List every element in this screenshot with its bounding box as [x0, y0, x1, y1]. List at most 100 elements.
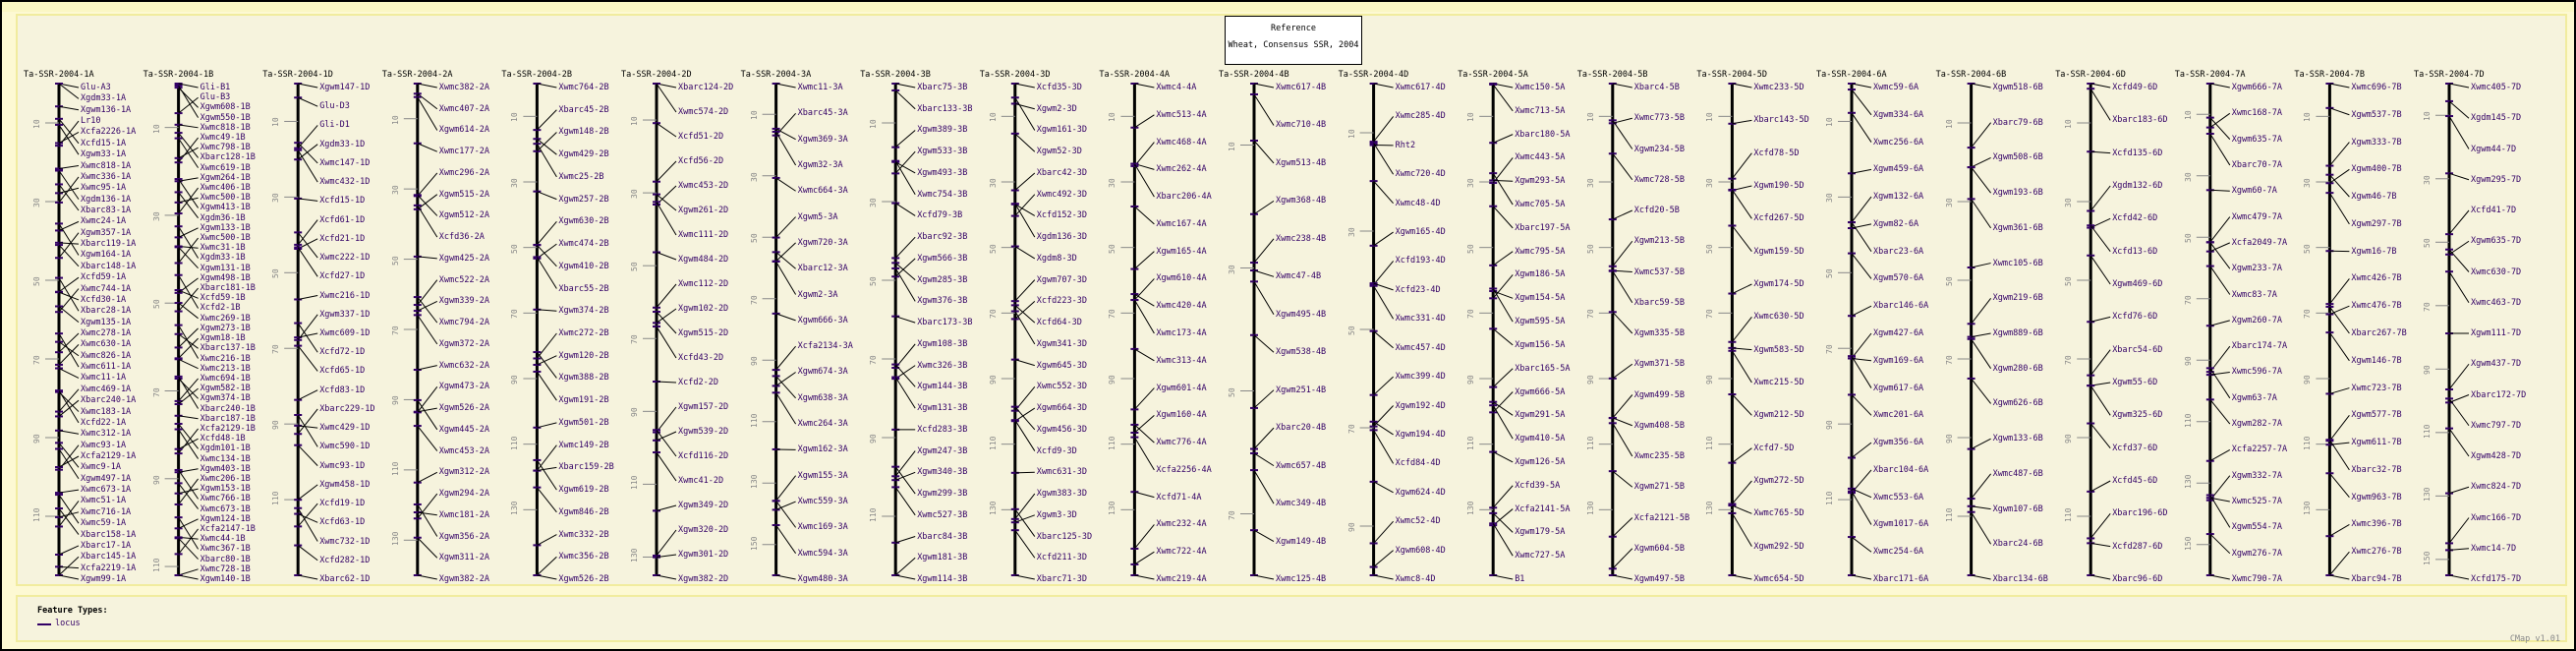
locus-label[interactable]: Xgwm213-5B [1633, 236, 1685, 247]
locus-label[interactable]: Xgwm382-2D [678, 574, 729, 584]
locus-label[interactable]: Xwmc426-7B [2351, 273, 2402, 284]
locus-label[interactable]: Rht2 [1395, 140, 1416, 150]
locus-label[interactable]: Xwmc44-1B [200, 534, 246, 545]
locus-label[interactable]: Xgwm403-1B [200, 463, 251, 474]
locus-label[interactable]: Xgwm16-7B [2351, 246, 2397, 257]
locus-label[interactable]: Xcfa2134-3A [797, 341, 853, 352]
locus-label[interactable]: B1 [1515, 574, 1525, 584]
locus-label[interactable]: Xcfd15-1A [81, 138, 127, 148]
locus-label[interactable]: Xbarc134-6B [1992, 574, 2048, 584]
locus-label[interactable]: Xwmc14-7D [2471, 543, 2517, 554]
locus-label[interactable]: Xgwm193-6B [1992, 188, 2043, 199]
locus-label[interactable]: Xbarc17-1A [81, 540, 132, 551]
locus-label[interactable]: Xwmc500-1B [200, 193, 251, 204]
locus-label[interactable]: Gli-D1 [319, 120, 350, 131]
locus-label[interactable]: Xwmc111-2D [678, 230, 729, 240]
locus-label[interactable]: Xwmc9-1A [81, 462, 121, 473]
locus-label[interactable]: Xgwm469-6D [2112, 279, 2163, 289]
locus-label[interactable]: Xgwm445-2A [438, 424, 489, 435]
locus-label[interactable]: Xwmc513-4A [1156, 109, 1207, 120]
locus-label[interactable]: Xgwm131-3B [917, 403, 968, 414]
locus-label[interactable]: Xwmc405-7D [2471, 83, 2522, 92]
locus-label[interactable]: Xbarc54-6D [2112, 344, 2163, 355]
locus-label[interactable]: Xwmc617-4D [1395, 83, 1446, 92]
locus-label[interactable]: Xgwm264-1B [200, 172, 251, 183]
locus-label[interactable]: Xgwm108-3B [917, 338, 968, 349]
locus-label[interactable]: Xgwm162-3A [797, 444, 848, 455]
locus-label[interactable]: Xwmc312-1A [81, 429, 132, 440]
locus-label[interactable]: Xbarc119-1A [81, 239, 137, 250]
locus-label[interactable]: Xbarc240-1B [200, 403, 256, 414]
locus-label[interactable]: Xbarc59-5B [1633, 297, 1685, 308]
locus-label[interactable]: Xcfa2256-4A [1156, 464, 1212, 475]
locus-label[interactable]: Xgwm44-7D [2471, 144, 2517, 154]
map-title[interactable]: Ta-SSR-2004-6B [1935, 70, 2007, 80]
locus-label[interactable]: Xwmc48-4D [1395, 198, 1441, 208]
locus-label[interactable]: Xbarc146-6A [1873, 301, 1929, 312]
locus-label[interactable]: Xwmc183-1A [81, 406, 132, 417]
locus-label[interactable]: Xwmc487-6B [1992, 468, 2043, 479]
locus-label[interactable]: Xbarc32-7B [2351, 464, 2402, 475]
locus-label[interactable]: Xgwm294-2A [438, 489, 489, 500]
locus-label[interactable]: Xgwm32-3A [797, 159, 843, 170]
locus-label[interactable]: Xwmc632-2A [438, 360, 489, 371]
locus-label[interactable]: Xgwm114-3B [917, 574, 968, 584]
locus-label[interactable]: Xwmc824-7D [2471, 482, 2522, 493]
locus-label[interactable]: Xbarc180-5A [1515, 129, 1571, 140]
locus-label[interactable]: Xgwm515-2D [678, 328, 729, 338]
locus-label[interactable]: Xcfd59-1A [81, 272, 127, 283]
locus-label[interactable]: Xbarc70-7A [2231, 159, 2282, 170]
locus-label[interactable]: Xgwm374-1B [200, 393, 251, 404]
locus-label[interactable]: Xgwm219-6B [1992, 293, 2043, 304]
locus-label[interactable]: Xwmc527-3B [917, 509, 968, 520]
locus-label[interactable]: Xwmc367-1B [200, 544, 251, 555]
locus-label[interactable]: Xwmc776-4A [1156, 438, 1207, 448]
locus-label[interactable]: Xgwm526-2B [558, 574, 609, 584]
locus-label[interactable]: Xgwm33-1A [81, 149, 127, 160]
locus-label[interactable]: Xgwm174-5D [1753, 279, 1804, 289]
locus-label[interactable]: Xcfd9-3D [1036, 445, 1077, 456]
locus-label[interactable]: Xwmc795-5A [1515, 246, 1566, 257]
locus-label[interactable]: Xgwm133-1B [200, 222, 251, 233]
locus-label[interactable]: Xbarc187-1B [200, 413, 256, 424]
locus-label[interactable]: Xbarc80-1B [200, 554, 251, 564]
locus-label[interactable]: Xgwm135-1A [81, 317, 132, 327]
locus-label[interactable]: Xwmc238-4B [1276, 233, 1327, 244]
locus-label[interactable]: Xbarc145-1A [81, 552, 137, 562]
locus-label[interactable]: Xwmc254-6A [1873, 547, 1924, 558]
locus-label[interactable]: Xbarc267-7B [2351, 328, 2407, 338]
locus-label[interactable]: Xwmc794-2A [438, 318, 489, 328]
locus-label[interactable]: Xwmc167-4A [1156, 218, 1207, 229]
locus-label[interactable]: Xwmc272-2B [558, 328, 609, 338]
locus-label[interactable]: Xwmc25-2B [558, 171, 604, 182]
locus-label[interactable]: Xgwm513-4B [1276, 157, 1327, 168]
locus-label[interactable]: Xgwm674-3A [797, 367, 848, 378]
locus-label[interactable]: Xwmc169-3A [797, 522, 848, 533]
locus-label[interactable]: Xgwm156-5A [1515, 339, 1566, 350]
locus-label[interactable]: Xbarc79-6B [1992, 117, 2043, 128]
locus-label[interactable]: Xgwm102-2D [678, 304, 729, 314]
locus-label[interactable]: Xwmc215-5D [1753, 378, 1804, 387]
locus-label[interactable]: Xcfd63-1D [319, 517, 366, 528]
locus-label[interactable]: Xwmc181-2A [438, 509, 489, 520]
locus-label[interactable]: Xcfd41-7D [2471, 206, 2517, 215]
locus-label[interactable]: Xwmc673-1B [200, 503, 251, 514]
locus-label[interactable]: Xgwm666-5A [1515, 386, 1566, 397]
locus-label[interactable]: Xgwm341-3D [1036, 338, 1087, 349]
locus-label[interactable]: Xwmc216-1D [319, 290, 371, 301]
locus-label[interactable]: Xgwm161-3D [1036, 125, 1087, 136]
locus-label[interactable]: Xgwm181-3B [917, 553, 968, 563]
locus-label[interactable]: Xgwm617-6A [1873, 383, 1924, 393]
locus-label[interactable]: Xgwm356-2A [438, 531, 489, 542]
locus-label[interactable]: Xwmc331-4D [1395, 314, 1446, 325]
locus-label[interactable]: Xwmc222-1D [319, 253, 371, 264]
locus-label[interactable]: Xgwm52-3D [1036, 147, 1082, 157]
locus-label[interactable]: Xgwm282-7A [2231, 419, 2282, 430]
map-title[interactable]: Ta-SSR-2004-4A [1099, 70, 1171, 80]
locus-label[interactable]: Xwmc657-4B [1276, 460, 1327, 471]
locus-label[interactable]: Xgwm635-7D [2471, 236, 2522, 247]
locus-label[interactable]: Xwmc24-1A [81, 216, 127, 227]
locus-label[interactable]: Xgwm889-6B [1992, 328, 2043, 338]
locus-label[interactable]: Xcfd78-5D [1753, 148, 1800, 158]
locus-label[interactable]: Xcfd23-4D [1395, 284, 1441, 295]
